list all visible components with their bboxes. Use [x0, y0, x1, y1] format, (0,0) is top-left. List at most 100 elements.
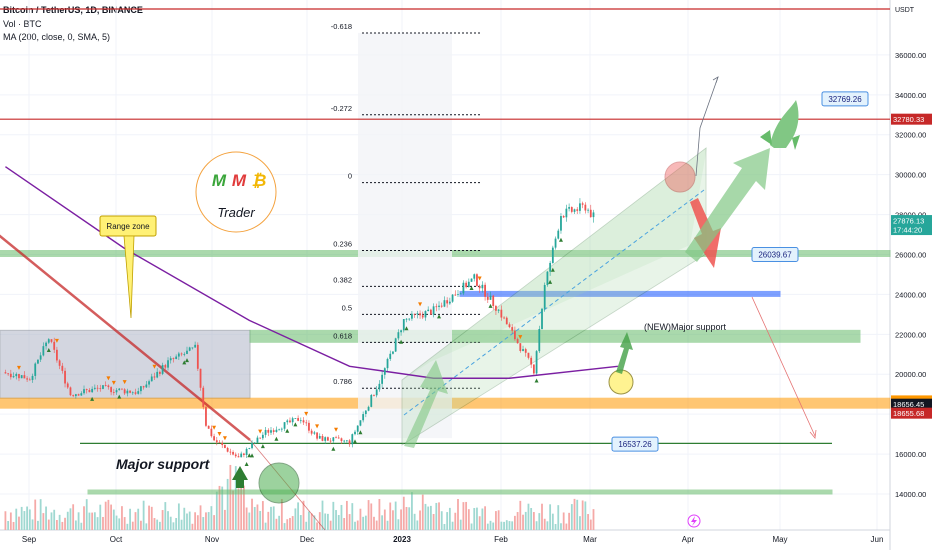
candle-body	[9, 373, 12, 378]
candle-body	[221, 442, 224, 446]
candle-body	[429, 309, 432, 315]
candle-body	[45, 342, 47, 347]
signal-marker	[46, 348, 51, 353]
mm-trader-logo: M M ₿ Trader	[195, 151, 277, 233]
candle-body	[169, 358, 172, 361]
candle-body	[156, 371, 159, 378]
candle-body	[345, 440, 348, 442]
volume-bar	[18, 516, 20, 530]
candle-body	[180, 353, 183, 355]
candle-body	[64, 370, 66, 384]
volume-bar	[381, 515, 384, 530]
zone-band	[87, 489, 833, 495]
volume-bar	[503, 521, 505, 530]
candle-body	[161, 365, 164, 374]
signal-marker	[217, 432, 222, 437]
volume-bar	[581, 500, 584, 530]
signal-marker	[258, 429, 263, 434]
candle-body	[23, 375, 26, 379]
candle-body	[186, 350, 188, 354]
volume-bar	[465, 501, 468, 530]
candle-body	[191, 347, 194, 349]
candle-body	[411, 313, 413, 319]
major-support-label: Major support	[116, 456, 211, 472]
candle-body	[465, 282, 468, 288]
candle-body	[91, 388, 94, 393]
volume-bar	[215, 491, 218, 530]
small-up-arrow	[232, 466, 248, 488]
x-tick-label: Dec	[300, 535, 314, 544]
signal-marker	[16, 365, 21, 370]
candle-body	[402, 319, 405, 331]
volume-bar	[121, 506, 123, 530]
candle-body	[58, 360, 61, 366]
volume-bar	[131, 521, 134, 530]
volume-bar	[367, 500, 370, 530]
candle-body	[215, 440, 218, 443]
signal-marker	[122, 380, 127, 385]
candle-body	[446, 300, 449, 304]
candle-body	[421, 315, 424, 318]
y-tick-label: 20000.00	[895, 370, 926, 379]
volume-bar	[546, 521, 549, 530]
signal-marker	[334, 427, 339, 432]
candle-body	[405, 318, 408, 320]
volume-bar	[500, 521, 503, 530]
volume-bar	[389, 502, 392, 530]
y-tick-label: 22000.00	[895, 330, 926, 339]
candle-body	[589, 209, 592, 218]
candle-body	[253, 442, 256, 444]
fib-level-label: -0.618	[331, 22, 352, 31]
projection-down	[751, 296, 816, 437]
volume-bar	[31, 519, 34, 530]
signal-marker	[558, 237, 563, 242]
candle-body	[28, 379, 31, 381]
time-axis: Sep Oct Nov Dec 2023 Feb Mar Apr May Jun	[22, 514, 883, 544]
candle-body	[587, 209, 589, 211]
volume-bar	[514, 515, 516, 530]
signal-marker	[477, 276, 482, 281]
volume-bar	[497, 510, 500, 530]
volume-bar	[202, 517, 205, 530]
candle-body	[484, 284, 486, 297]
candle-body	[158, 371, 161, 374]
candle-body	[297, 418, 299, 421]
candle-body	[270, 430, 272, 433]
volume-bar	[270, 506, 272, 530]
volume-bar	[158, 521, 161, 530]
volume-bar	[253, 507, 256, 530]
volume-bar	[318, 512, 321, 530]
candle-body	[123, 389, 126, 394]
candle-body	[394, 338, 397, 352]
signal-marker	[260, 444, 265, 449]
logo-letter: M	[212, 171, 227, 190]
candle-body	[454, 294, 457, 296]
candle-body	[440, 305, 443, 307]
channel-fill	[400, 147, 707, 382]
volume-bar	[435, 502, 438, 530]
axis-currency-label: USDT	[895, 7, 915, 14]
volume-bar	[64, 517, 66, 530]
candle-body	[508, 324, 511, 328]
candle-body	[435, 306, 438, 308]
candle-body	[232, 452, 234, 455]
candle-body	[264, 429, 267, 435]
candle-body	[39, 355, 42, 360]
signal-marker	[469, 286, 474, 291]
signal-marker	[54, 338, 59, 343]
candle-body	[224, 445, 226, 448]
volume-bar	[34, 499, 37, 530]
candle-body	[514, 330, 516, 340]
candle-body	[535, 351, 538, 374]
volume-bar	[587, 514, 589, 530]
candle-body	[522, 349, 524, 351]
candle-body	[188, 347, 191, 351]
candle-body	[137, 391, 140, 394]
lightning-icon	[691, 516, 697, 526]
zone-band	[249, 329, 861, 343]
volume-bar	[213, 515, 215, 530]
candle-body	[459, 293, 462, 295]
volume-bar	[153, 518, 156, 530]
volume-bar	[446, 512, 449, 530]
